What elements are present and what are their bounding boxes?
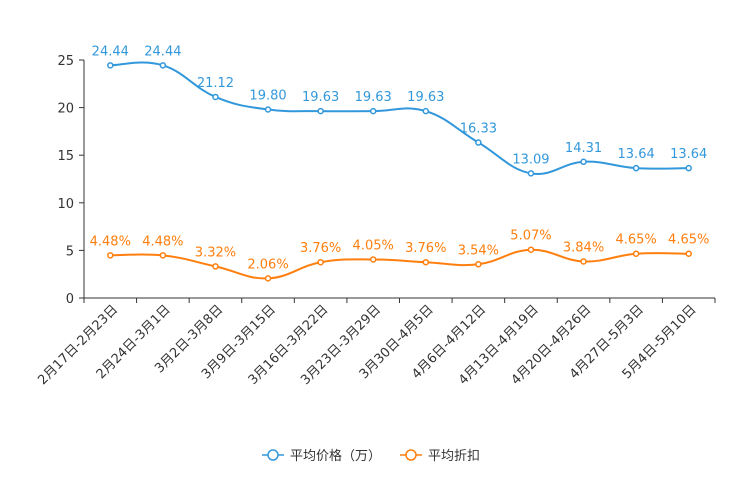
data-point[interactable]	[159, 62, 167, 69]
data-label: 19.80	[249, 89, 286, 104]
data-point[interactable]	[580, 158, 587, 166]
data-point[interactable]	[212, 263, 219, 270]
data-label: 3.76%	[300, 241, 341, 256]
data-label: 16.33	[460, 122, 497, 137]
data-point[interactable]	[475, 261, 482, 268]
legend-price-label: 平均价格（万）	[290, 448, 381, 464]
data-label: 19.63	[407, 90, 444, 105]
data-label: 24.44	[92, 44, 129, 59]
data-point[interactable]	[107, 62, 114, 69]
y-tick-label: 5	[66, 244, 74, 259]
data-point[interactable]	[422, 258, 430, 266]
data-label: 3.84%	[563, 240, 604, 255]
data-point[interactable]	[159, 252, 167, 259]
legend-item-discount[interactable]: 平均折扣	[400, 449, 480, 464]
data-point[interactable]	[369, 256, 377, 263]
y-tick-label: 10	[57, 197, 74, 212]
data-point[interactable]	[685, 250, 692, 257]
data-point[interactable]	[264, 106, 272, 113]
series-1: 4.48% 4.48% 3.32% 2.06% 3.76% 4.05% 3.76% 3.54%…	[90, 229, 709, 282]
data-label: 4.05%	[353, 238, 394, 253]
y-axis: 0 5 10 15 20 25	[57, 54, 85, 307]
data-label: 14.31	[565, 141, 602, 156]
data-label: 13.64	[618, 147, 655, 162]
data-point[interactable]	[264, 275, 272, 282]
x-axis: 2月17日-2月23日2月24日-3月1日3月2日-3月8日3月9日-3月15日…	[35, 297, 716, 388]
data-point[interactable]	[369, 107, 377, 115]
data-point[interactable]	[527, 246, 535, 253]
data-point[interactable]	[475, 139, 482, 146]
data-point[interactable]	[107, 252, 114, 259]
data-point[interactable]	[422, 107, 430, 115]
data-label: 3.54%	[458, 243, 499, 258]
data-label: 13.64	[670, 147, 707, 162]
data-point[interactable]	[317, 258, 324, 266]
data-point[interactable]	[685, 164, 692, 172]
data-label: 19.63	[355, 90, 392, 105]
data-point[interactable]	[580, 258, 587, 265]
legend-discount-label: 平均折扣	[428, 449, 480, 464]
data-label: 24.44	[144, 44, 181, 59]
data-label: 13.09	[512, 152, 549, 167]
data-label: 4.65%	[615, 233, 656, 248]
series-0: 24.44 24.44 21.12 19.80 19.63 19.63 19.63 16.33…	[92, 44, 707, 177]
data-label: 5.07%	[510, 229, 551, 244]
data-label: 4.65%	[668, 233, 709, 248]
data-point[interactable]	[632, 164, 640, 172]
legend[interactable]: 平均价格（万） 平均折扣	[262, 448, 480, 464]
data-label: 3.76%	[405, 241, 446, 256]
legend-price-marker-icon	[267, 449, 279, 461]
y-tick-label: 0	[66, 292, 74, 307]
data-label: 19.63	[302, 90, 339, 105]
data-label: 4.48%	[90, 234, 131, 249]
y-tick-label: 20	[57, 102, 74, 117]
data-point[interactable]	[212, 93, 219, 101]
data-label: 3.32%	[195, 245, 236, 260]
legend-discount-marker-icon	[405, 449, 417, 461]
y-tick-label: 25	[57, 54, 74, 69]
data-point[interactable]	[527, 170, 535, 177]
y-tick-label: 15	[57, 149, 74, 164]
data-label: 21.12	[197, 76, 234, 91]
series-line	[110, 248, 689, 280]
data-label: 2.06%	[247, 257, 288, 272]
series-line	[110, 61, 689, 176]
data-point[interactable]	[317, 107, 324, 115]
data-point[interactable]	[632, 250, 640, 257]
data-label: 4.48%	[142, 234, 183, 249]
series-layer: 24.44 24.44 21.12 19.80 19.63 19.63 19.63 16.33…	[90, 44, 709, 282]
legend-item-price[interactable]: 平均价格（万）	[262, 448, 381, 464]
